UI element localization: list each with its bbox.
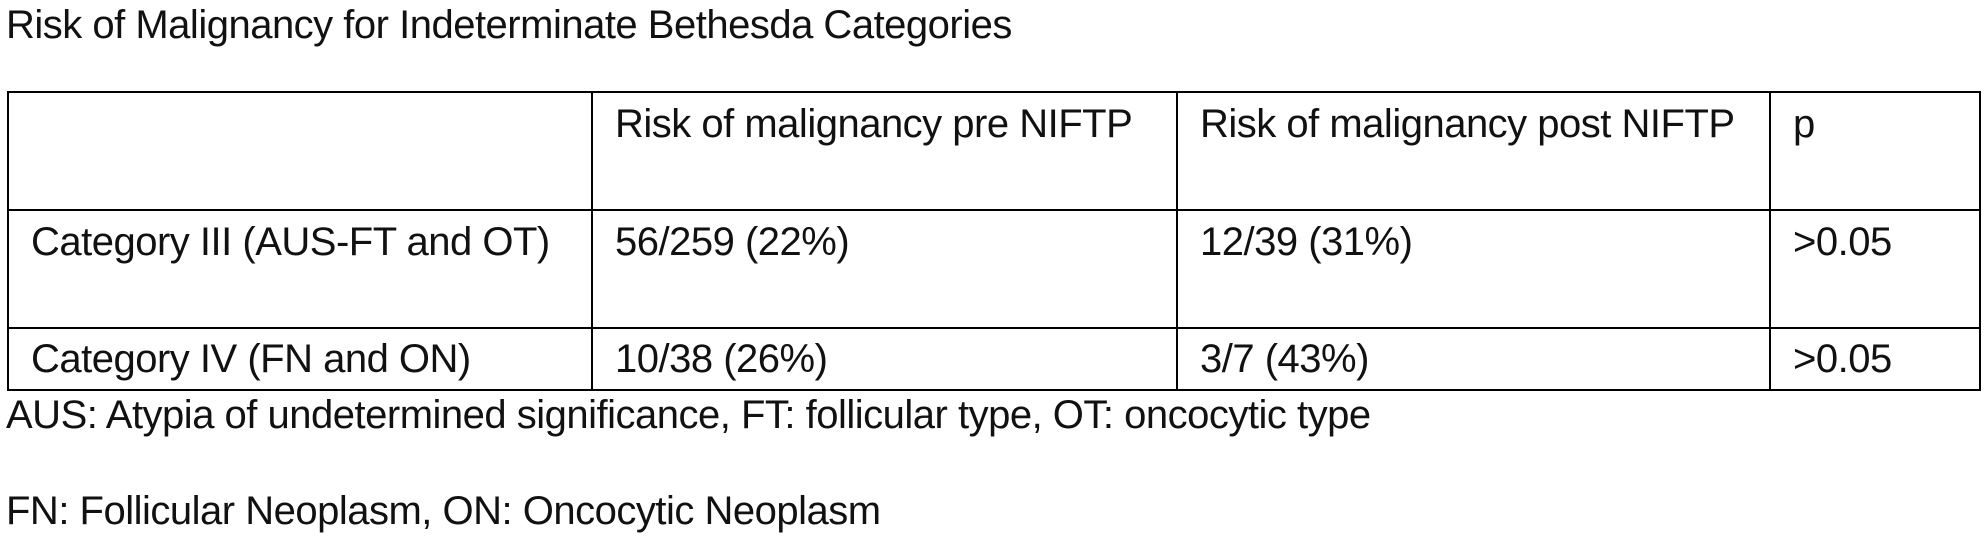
table-row: Category IV (FN and ON) 10/38 (26%) 3/7 … — [7, 327, 1981, 391]
cell-post-niftp: 3/7 (43%) — [1176, 327, 1771, 391]
cell-post-niftp: 12/39 (31%) — [1176, 209, 1771, 329]
cell-pre-niftp: 10/38 (26%) — [591, 327, 1178, 391]
table-header-row: Risk of malignancy pre NIFTP Risk of mal… — [7, 91, 1981, 211]
row-label-category-iii: Category III (AUS-FT and OT) — [7, 209, 593, 329]
cell-p-value: >0.05 — [1769, 327, 1981, 391]
header-cell-pre-niftp: Risk of malignancy pre NIFTP — [591, 91, 1178, 211]
risk-table: Risk of malignancy pre NIFTP Risk of mal… — [7, 91, 1981, 391]
table-row: Category III (AUS-FT and OT) 56/259 (22%… — [7, 209, 1981, 329]
row-label-category-iv: Category IV (FN and ON) — [7, 327, 593, 391]
footnote-fn: FN: Follicular Neoplasm, ON: Oncocytic N… — [6, 489, 881, 533]
cell-pre-niftp: 56/259 (22%) — [591, 209, 1178, 329]
header-cell-p: p — [1769, 91, 1981, 211]
header-cell-empty — [7, 91, 593, 211]
cell-p-value: >0.05 — [1769, 209, 1981, 329]
table-title: Risk of Malignancy for Indeterminate Bet… — [6, 3, 1012, 47]
header-cell-post-niftp: Risk of malignancy post NIFTP — [1176, 91, 1771, 211]
footnote-aus: AUS: Atypia of undetermined significance… — [6, 393, 1371, 437]
